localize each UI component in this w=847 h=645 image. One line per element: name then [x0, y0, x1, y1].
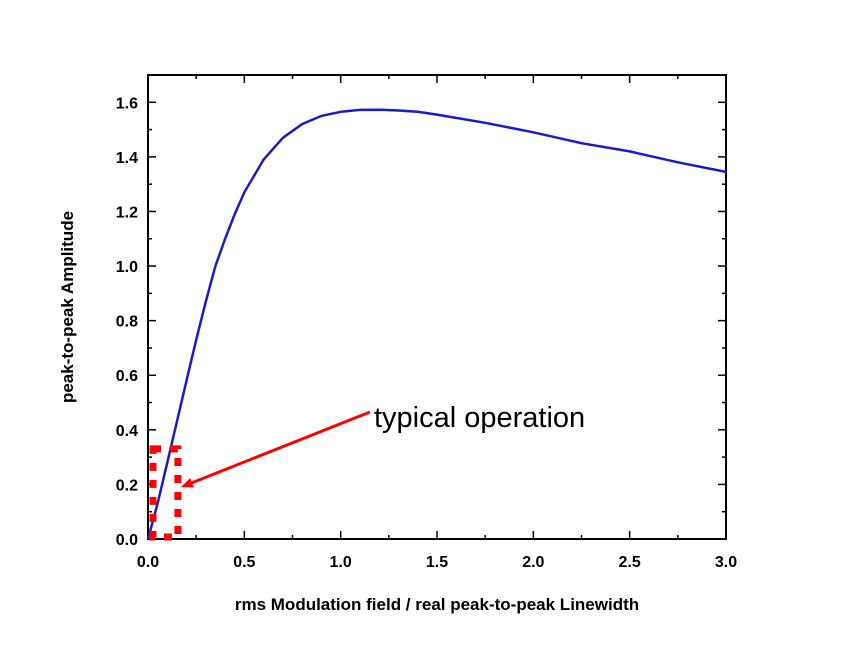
x-axis-label: rms Modulation field / real peak-to-peak…: [235, 595, 639, 614]
y-tick-label: 0.8: [116, 314, 138, 331]
x-tick-label: 0.5: [233, 554, 255, 571]
annotation-arrowhead: [180, 478, 194, 488]
y-tick-label: 0.6: [116, 368, 138, 385]
x-tick-label: 0.0: [137, 554, 159, 571]
typical-operation-box: [149, 445, 182, 541]
axis-ticks: [147, 75, 727, 540]
y-tick-label: 1.4: [116, 150, 138, 167]
x-tick-label: 1.5: [426, 554, 448, 571]
annotation-arrow: [189, 410, 371, 485]
x-tick-label: 3.0: [715, 554, 737, 571]
annotation-text: typical operation: [374, 402, 585, 434]
y-tick-label: 0.4: [116, 423, 138, 440]
y-tick-label: 0.2: [116, 477, 138, 494]
series-line: [146, 108, 727, 540]
y-tick-label: 1.2: [116, 204, 138, 221]
x-tick-label: 2.5: [619, 554, 641, 571]
y-axis-label: peak-to-peak Amplitude: [58, 211, 77, 403]
y-tick-label: 0.0: [116, 532, 138, 549]
y-tick-label: 1.0: [116, 259, 138, 276]
x-tick-label: 1.0: [330, 554, 352, 571]
y-tick-label: 1.6: [116, 95, 138, 112]
x-tick-label: 2.0: [522, 554, 544, 571]
plot-frame: [147, 74, 727, 540]
axis-tick-labels: 0.0 0.5 1.0 1.5 2.0 2.5 3.0 0.0 0.2 0.4 0.6 0.8 1.0 1…: [116, 95, 737, 571]
